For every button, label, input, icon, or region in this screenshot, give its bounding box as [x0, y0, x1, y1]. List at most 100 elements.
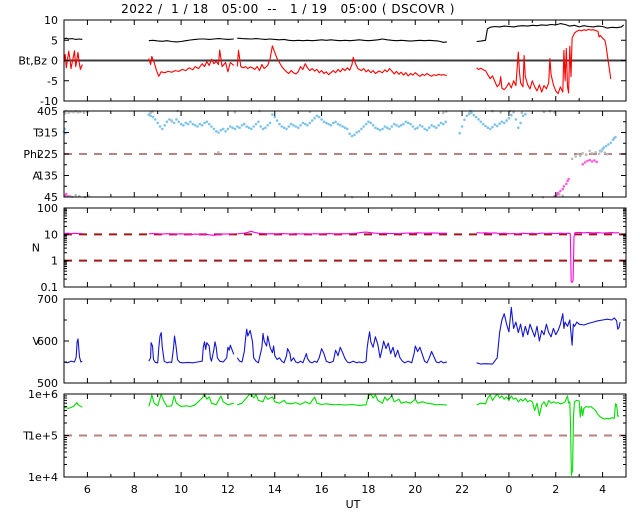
phi-angle-point: [444, 120, 448, 124]
bt-bz-axis-label: Bt,Bz: [18, 55, 47, 68]
phi-angle-point: [479, 120, 483, 124]
bz-series: [236, 45, 448, 77]
pink-angle-point: [65, 192, 68, 196]
phi-angle-point: [404, 120, 408, 124]
phi-angle-point: [243, 122, 246, 126]
phi-angle-point: [207, 122, 211, 126]
gray-angle-point: [217, 151, 220, 154]
phi-angle-point: [360, 127, 363, 131]
temperature-ytick-label: 1e+5: [28, 430, 58, 443]
phi-angle-point: [247, 126, 251, 129]
phi-angle-point: [182, 124, 185, 127]
gray-angle-point: [600, 150, 603, 153]
phi-angle-point: [374, 126, 377, 129]
phi-angle-point: [477, 118, 480, 121]
phi-angle-point: [196, 125, 199, 128]
t-phi-a-frame: [63, 110, 627, 198]
bt-bz-ytick-label: -10: [40, 95, 58, 108]
phi-angle-point: [369, 121, 373, 125]
phi-angle-point: [282, 126, 286, 129]
phi-angle-point: [474, 115, 478, 119]
x-tick-label: 20: [408, 483, 422, 496]
phi-angle-point: [322, 120, 326, 124]
n-density-series: [476, 231, 620, 283]
bt-bz-ytick-label: -5: [47, 75, 58, 88]
x-tick-label: 10: [174, 483, 188, 496]
phi-angle-point: [428, 126, 431, 129]
phi-angle-point: [219, 128, 223, 132]
density-ytick-label: 10: [44, 228, 58, 241]
phi-angle-point: [524, 112, 527, 116]
phi-angle-point: [193, 124, 197, 127]
phi-angle-point: [423, 127, 426, 131]
phi-angle-point: [266, 124, 270, 127]
phi-angle-point: [327, 122, 330, 126]
speed-ytick-label: 500: [37, 377, 58, 390]
bt-series: [148, 38, 234, 43]
phi-angle-point: [460, 125, 464, 128]
phi-angle-point: [402, 122, 405, 126]
phi-angle-point: [285, 127, 288, 131]
gray-angle-point: [170, 120, 173, 123]
gray-angle-point: [561, 194, 565, 198]
bz-series: [63, 50, 83, 70]
phi-angle-point: [156, 121, 159, 125]
phi-angle-point: [609, 141, 613, 145]
phi-angle-point: [502, 121, 506, 125]
phi-angle-point: [299, 124, 302, 127]
phi-angle-point: [179, 122, 183, 126]
speed-ytick-label: 600: [37, 335, 58, 348]
gray-angle-point: [76, 111, 80, 114]
phi-angle-point: [458, 131, 462, 135]
phi-angle-point: [341, 125, 345, 128]
phi-angle-point: [418, 124, 422, 127]
phi-angle-point: [254, 122, 258, 126]
temperature-axis-label: T: [22, 430, 30, 443]
density-ytick-label: 1: [51, 255, 58, 268]
phi-angle-point: [329, 124, 333, 127]
phi-angle-point: [439, 121, 443, 125]
phi-angle-point: [252, 125, 255, 128]
phi-angle-point: [315, 114, 319, 118]
gray-angle-point: [82, 111, 86, 114]
bt-bz-ytick-label: 10: [44, 14, 58, 27]
t-temp-series: [148, 393, 234, 408]
phi-angle-point: [364, 122, 368, 126]
phi-angle-point: [287, 125, 291, 128]
phi-angle-point: [250, 127, 253, 131]
x-tick-label: 22: [455, 483, 469, 496]
phi-angle-point: [231, 126, 234, 129]
phi-angle-point: [472, 113, 476, 117]
phi-angle-point: [376, 127, 380, 131]
pink-angle-point: [561, 187, 565, 191]
phi-angle-point: [275, 119, 279, 122]
gray-angle-point: [590, 152, 594, 155]
phi-angle-point: [507, 116, 511, 120]
phi-angle-point: [383, 125, 387, 128]
phi-angle-point: [278, 122, 281, 126]
speed-ytick-label: 700: [37, 293, 58, 306]
phi-angle-point: [362, 125, 366, 128]
bt-series: [237, 37, 447, 43]
x-tick-label: 6: [84, 483, 91, 496]
phi-angle-point: [357, 130, 361, 133]
phi-angle-point: [161, 127, 164, 131]
t-phi-a-ytick-label: 315: [37, 127, 58, 140]
phi-angle-point: [495, 124, 499, 128]
pink-angle-point: [581, 163, 584, 166]
plot-title: 2022 / 1 / 18 05:00 -- 1 / 19 05:00 ( DS…: [121, 2, 455, 16]
gray-angle-point: [72, 110, 75, 114]
gray-angle-point: [603, 151, 607, 155]
phi-angle-point: [378, 128, 382, 132]
bt-series: [476, 23, 625, 43]
gray-angle-point: [574, 155, 577, 158]
phi-angle-point: [346, 127, 349, 131]
phi-angle-point: [614, 135, 617, 139]
phi-angle-point: [233, 127, 237, 131]
n-density-series: [237, 230, 447, 235]
phi-angle-point: [493, 123, 497, 126]
pink-angle-point: [565, 182, 568, 186]
gray-angle-point: [233, 111, 237, 114]
phi-angle-point: [168, 118, 171, 121]
